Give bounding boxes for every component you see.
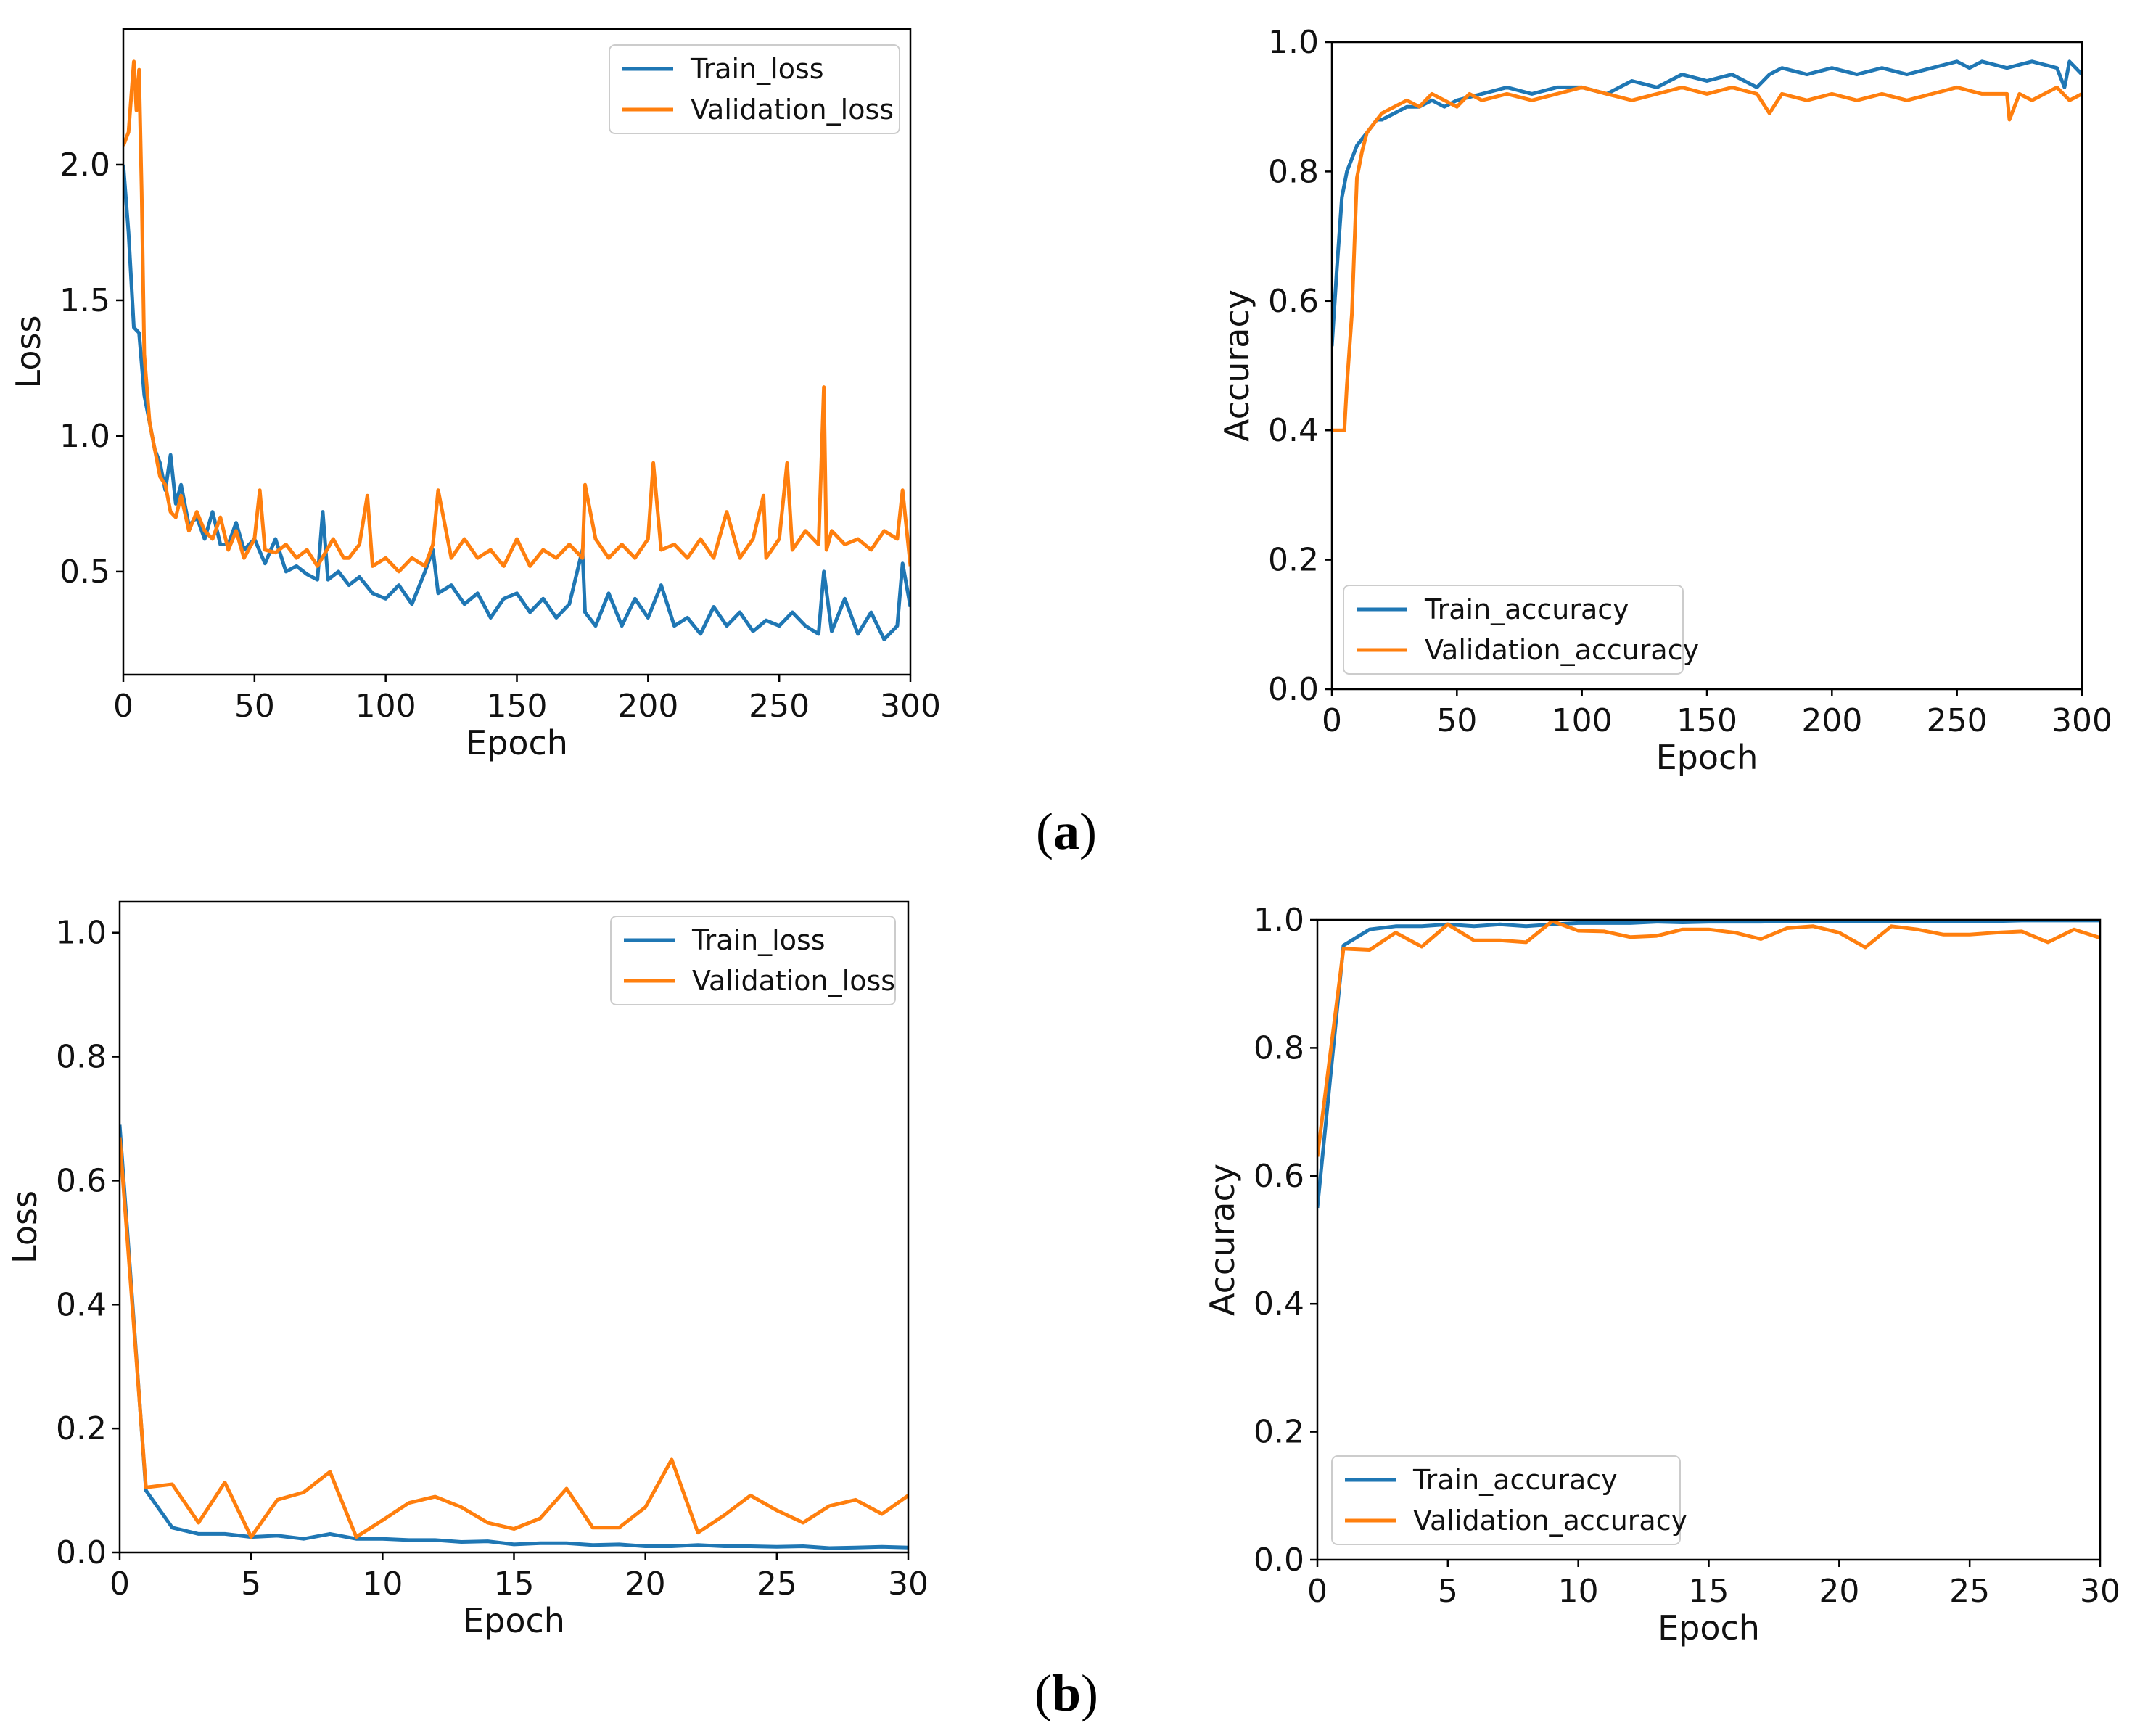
x-tick-label: 0 xyxy=(110,1566,130,1603)
x-axis-label: Epoch xyxy=(1658,1608,1760,1647)
x-tick-label: 50 xyxy=(1436,702,1477,739)
x-axis-label: Epoch xyxy=(1656,738,1758,777)
caption-b: (b) xyxy=(1034,1664,1098,1722)
x-tick-label: 5 xyxy=(241,1566,261,1603)
x-tick-label: 200 xyxy=(617,688,678,725)
x-tick-label: 300 xyxy=(2051,702,2112,739)
y-tick-label: 0.2 xyxy=(1254,1414,1304,1451)
y-tick-label: 0.5 xyxy=(59,554,110,591)
panel-a-loss: 0 50 100 150 200 250 300 0.5 1.0 1.5 2.0 Epoch Loss T… xyxy=(9,28,941,762)
legend-label: Validation_loss xyxy=(691,94,894,126)
x-tick-label: 15 xyxy=(494,1566,535,1603)
caption-a-open: ( xyxy=(1036,802,1053,860)
series-line-validation-accuracy xyxy=(1332,85,2082,432)
y-tick-label: 2.0 xyxy=(59,147,110,184)
legend-label: Train_accuracy xyxy=(1412,1464,1618,1496)
series-line-validation-loss xyxy=(123,59,910,574)
y-tick-label: 0.2 xyxy=(1268,542,1319,579)
y-axis-label: Accuracy xyxy=(1203,1164,1242,1316)
x-tick-label: 0 xyxy=(1307,1573,1328,1610)
series-line-validation-accuracy xyxy=(1317,920,2100,1157)
y-tick-label: 0.4 xyxy=(1254,1285,1304,1322)
legend xyxy=(1343,585,1684,675)
panel-b-accuracy: 0 5 10 15 20 25 30 0.0 0.2 0.4 0.6 0.8 1.0 Epoch Accur… xyxy=(1203,902,2120,1647)
legend-label: Validation_accuracy xyxy=(1425,634,1699,666)
x-tick-label: 20 xyxy=(1819,1573,1859,1610)
x-tick-label: 100 xyxy=(1552,702,1613,739)
legend xyxy=(610,916,896,1005)
x-tick-label: 0 xyxy=(1322,702,1342,739)
x-tick-label: 20 xyxy=(625,1566,666,1603)
caption-b-open: ( xyxy=(1034,1664,1052,1722)
y-tick-label: 0.8 xyxy=(56,1039,107,1076)
x-tick-label: 200 xyxy=(1801,702,1862,739)
caption-a-close: ) xyxy=(1079,802,1097,860)
y-tick-label: 0.8 xyxy=(1268,153,1319,190)
series-line-train-loss xyxy=(123,164,910,641)
x-tick-label: 150 xyxy=(1676,702,1737,739)
x-tick-label: 10 xyxy=(1558,1573,1599,1610)
y-tick-label: 0.6 xyxy=(56,1162,107,1199)
y-tick-label: 0.4 xyxy=(1268,412,1319,449)
x-tick-label: 250 xyxy=(749,688,810,725)
y-tick-label: 0.6 xyxy=(1268,283,1319,320)
y-tick-label: 0.2 xyxy=(56,1410,107,1447)
y-tick-label: 1.0 xyxy=(1254,902,1304,939)
panel-a-accuracy: 0 50 100 150 200 250 300 0.0 0.2 0.4 0.6 0.8 1.0 Epoc… xyxy=(1217,24,2112,777)
panel-b-loss: 0 5 10 15 20 25 30 0.0 0.2 0.4 0.6 0.8 1.0 Epoch Loss T… xyxy=(5,900,929,1640)
y-tick-label: 0.4 xyxy=(56,1286,107,1323)
x-axis-label: Epoch xyxy=(463,1601,565,1640)
y-tick-label: 0.0 xyxy=(56,1534,107,1571)
legend xyxy=(609,44,900,134)
x-tick-label: 15 xyxy=(1689,1573,1729,1610)
y-tick-label: 0.0 xyxy=(1268,671,1319,708)
x-tick-label: 250 xyxy=(1927,702,1988,739)
series-line-validation-loss xyxy=(120,1137,908,1539)
y-tick-label: 1.5 xyxy=(59,282,110,319)
legend-label: Train_loss xyxy=(690,53,824,85)
legend-label: Validation_loss xyxy=(692,965,895,997)
series-line-train-accuracy xyxy=(1317,920,2100,1209)
x-tick-label: 10 xyxy=(362,1566,403,1603)
x-tick-label: 50 xyxy=(234,688,275,725)
y-axis-label: Loss xyxy=(9,316,48,389)
y-tick-label: 0.6 xyxy=(1254,1158,1304,1195)
legend-label: Validation_accuracy xyxy=(1413,1505,1687,1537)
x-tick-label: 30 xyxy=(2080,1573,2120,1610)
y-tick-label: 0.0 xyxy=(1254,1542,1304,1579)
legend-label: Train_accuracy xyxy=(1424,593,1629,625)
series-line-train-accuracy xyxy=(1332,59,2082,347)
caption-a-letter: a xyxy=(1053,802,1079,860)
x-axis-label: Epoch xyxy=(466,723,568,762)
y-tick-label: 1.0 xyxy=(56,915,107,952)
legend-label: Train_loss xyxy=(691,924,826,956)
caption-b-close: ) xyxy=(1081,1664,1098,1722)
x-tick-label: 0 xyxy=(113,688,133,725)
x-tick-label: 25 xyxy=(757,1566,797,1603)
y-axis-label: Accuracy xyxy=(1217,289,1256,442)
legend xyxy=(1331,1455,1681,1545)
y-tick-label: 1.0 xyxy=(1268,24,1319,61)
x-tick-label: 300 xyxy=(880,688,941,725)
series-line-train-loss xyxy=(120,1124,908,1550)
x-tick-label: 30 xyxy=(888,1566,929,1603)
x-tick-label: 100 xyxy=(355,688,416,725)
caption-a: (a) xyxy=(1036,802,1097,860)
x-tick-label: 5 xyxy=(1438,1573,1458,1610)
caption-b-letter: b xyxy=(1052,1664,1081,1722)
y-tick-label: 0.8 xyxy=(1254,1029,1304,1066)
y-axis-label: Loss xyxy=(5,1190,44,1264)
y-tick-label: 1.0 xyxy=(59,418,110,455)
x-tick-label: 25 xyxy=(1949,1573,1990,1610)
x-tick-label: 150 xyxy=(487,688,548,725)
